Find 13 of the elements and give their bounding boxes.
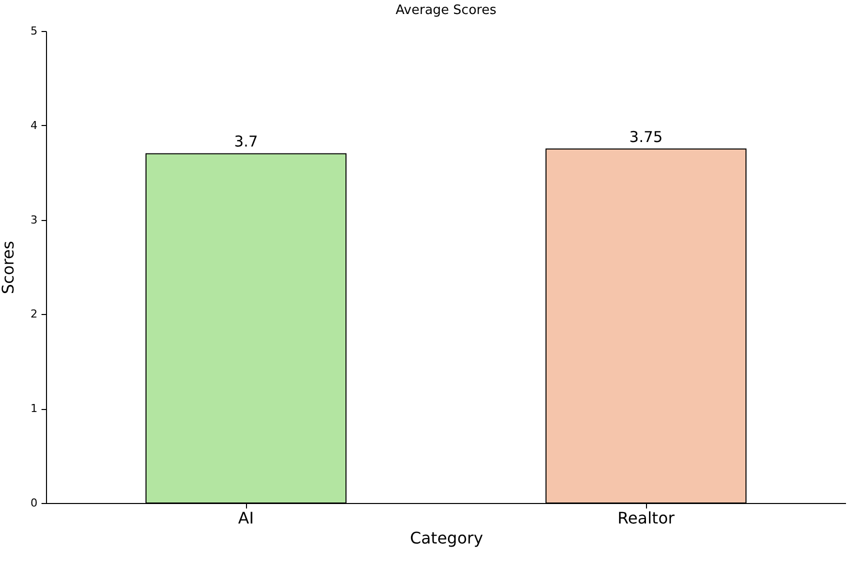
chart-title: Average Scores (396, 3, 497, 18)
y-tick-label: 2 (30, 308, 38, 321)
y-tick-label: 4 (30, 118, 38, 132)
data-label: 3.7 (234, 132, 258, 151)
y-tick-label: 1 (30, 402, 38, 416)
data-label: 3.75 (629, 128, 663, 146)
x-tick-label: Realtor (617, 508, 675, 528)
y-tick-label: 3 (30, 213, 38, 226)
y-tick-label: 5 (30, 24, 38, 38)
y-tick-label: 0 (30, 496, 38, 510)
y-axis-title: Scores (0, 240, 18, 294)
x-tick-label: AI (238, 508, 254, 528)
x-axis-title: Category (410, 528, 484, 548)
